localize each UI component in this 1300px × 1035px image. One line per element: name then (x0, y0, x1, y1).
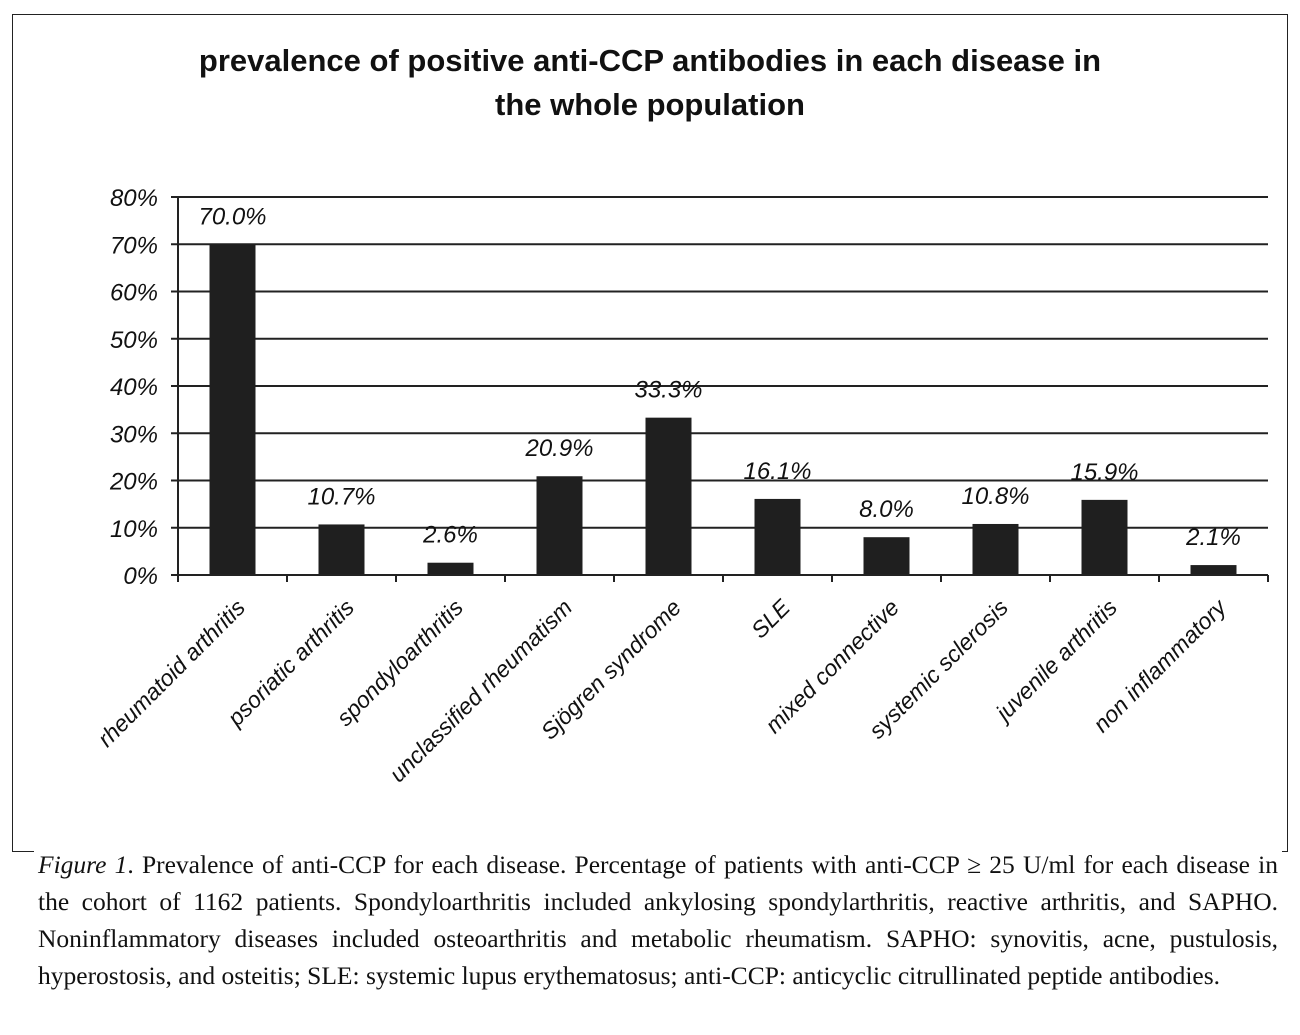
y-tick-label: 0% (123, 563, 158, 590)
axes (171, 196, 1269, 582)
bar-value-label: 8.0% (859, 496, 914, 523)
bar (972, 523, 1019, 575)
bar-chart: prevalence of positive anti-CCP antibodi… (92, 43, 1269, 787)
bar (318, 524, 365, 575)
x-category-label: rheumatoid arthritis (92, 594, 250, 752)
bar-value-label: 2.6% (422, 522, 478, 549)
bar-value-label: 20.9% (524, 435, 593, 462)
bar-value-label: 10.8% (961, 483, 1029, 510)
bar-value-label: 15.9% (1070, 459, 1138, 486)
bar-value-label: 16.1% (743, 458, 811, 485)
bar (1081, 499, 1128, 575)
y-tick-label: 30% (110, 421, 158, 448)
bar-value-label: 10.7% (307, 483, 375, 510)
bar-value-label: 33.3% (634, 377, 702, 404)
bar (863, 537, 910, 575)
y-tick-label: 80% (110, 185, 158, 212)
y-tick-label: 50% (110, 327, 158, 354)
chart-frame: prevalence of positive anti-CCP antibodi… (12, 14, 1288, 852)
y-tick-label: 10% (110, 516, 158, 543)
chart-title-line-1: prevalence of positive anti-CCP antibodi… (199, 43, 1101, 78)
gridlines (178, 196, 1268, 529)
bar (209, 244, 256, 575)
bars (209, 244, 1237, 575)
bar (536, 476, 583, 575)
y-tick-label: 20% (109, 469, 158, 496)
y-tick-label: 60% (110, 280, 158, 307)
bar (1190, 565, 1237, 575)
figure-caption-text: . Prevalence of anti-CCP for each diseas… (38, 850, 1278, 990)
y-tick-label: 70% (110, 232, 158, 259)
x-category-label: SLE (746, 594, 796, 644)
figure-label: Figure 1 (38, 850, 128, 879)
y-tick-label: 40% (110, 374, 158, 401)
bar-value-label: 2.1% (1185, 524, 1241, 551)
bar (645, 417, 692, 575)
bar (754, 498, 801, 575)
bar-value-label: 70.0% (198, 203, 266, 230)
bar (427, 562, 474, 575)
x-category-label: unclassified rheumatism (384, 594, 577, 787)
figure-caption: Figure 1. Prevalence of anti-CCP for eac… (34, 846, 1282, 994)
chart-title-line-2: the whole population (495, 87, 805, 122)
